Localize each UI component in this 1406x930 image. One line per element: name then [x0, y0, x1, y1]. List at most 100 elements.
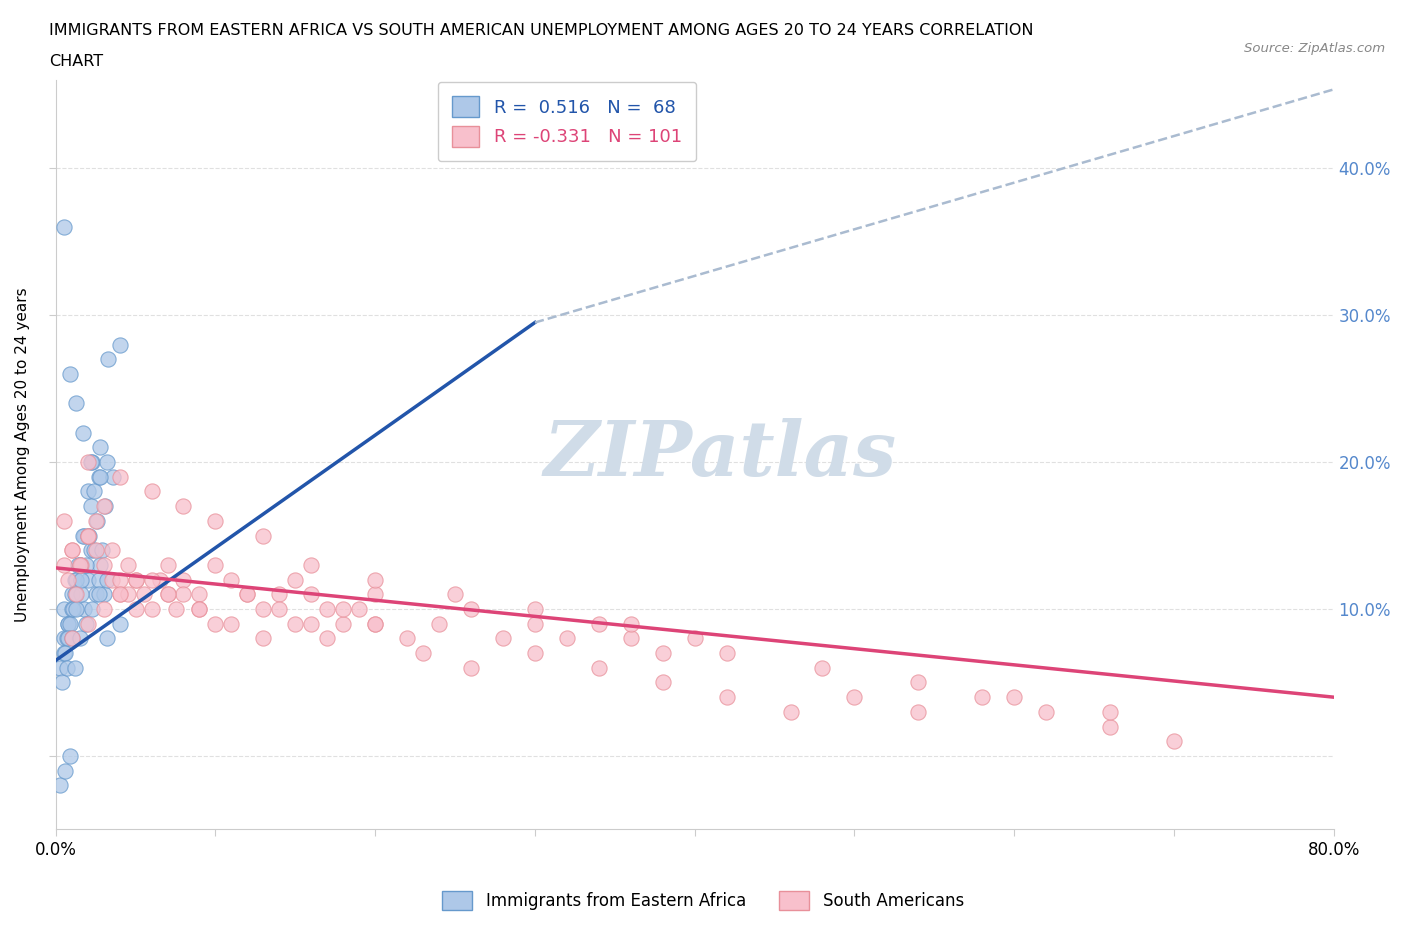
Point — [60, 631, 83, 645]
Point — [58, 617, 80, 631]
Point — [80, 543, 103, 558]
Point — [108, 337, 131, 352]
Point — [269, 587, 291, 602]
Point — [52, 557, 75, 572]
Point — [108, 572, 131, 587]
Point — [284, 617, 307, 631]
Point — [69, 557, 91, 572]
Point — [73, 602, 96, 617]
Point — [103, 470, 125, 485]
Point — [173, 498, 195, 513]
Point — [89, 557, 111, 572]
Point — [460, 602, 482, 617]
Point — [124, 572, 146, 587]
Point — [59, 366, 82, 381]
Point — [620, 631, 643, 645]
Point — [124, 602, 146, 617]
Point — [316, 631, 339, 645]
Point — [683, 631, 706, 645]
Point — [84, 513, 107, 528]
Point — [427, 617, 450, 631]
Point — [52, 219, 75, 234]
Point — [188, 602, 211, 617]
Point — [60, 602, 83, 617]
Point — [811, 660, 834, 675]
Point — [77, 528, 100, 543]
Point — [299, 617, 322, 631]
Point — [588, 660, 610, 675]
Point — [252, 528, 274, 543]
Text: IMMIGRANTS FROM EASTERN AFRICA VS SOUTH AMERICAN UNEMPLOYMENT AMONG AGES 20 TO 2: IMMIGRANTS FROM EASTERN AFRICA VS SOUTH … — [49, 23, 1033, 38]
Point — [1035, 704, 1057, 719]
Point — [72, 425, 94, 440]
Point — [75, 617, 97, 631]
Point — [1163, 734, 1185, 749]
Point — [89, 470, 111, 485]
Point — [460, 660, 482, 675]
Point — [716, 690, 738, 705]
Text: Source: ZipAtlas.com: Source: ZipAtlas.com — [1244, 42, 1385, 55]
Point — [108, 587, 131, 602]
Point — [86, 513, 108, 528]
Point — [269, 602, 291, 617]
Point — [93, 587, 115, 602]
Point — [299, 587, 322, 602]
Point — [76, 455, 98, 470]
Point — [523, 602, 546, 617]
Point — [188, 587, 211, 602]
Point — [108, 470, 131, 485]
Point — [117, 557, 139, 572]
Legend: Immigrants from Eastern Africa, South Americans: Immigrants from Eastern Africa, South Am… — [436, 884, 970, 917]
Point — [97, 352, 120, 366]
Point — [73, 528, 96, 543]
Point — [84, 587, 107, 602]
Point — [844, 690, 866, 705]
Point — [523, 645, 546, 660]
Point — [56, 631, 79, 645]
Point — [173, 587, 195, 602]
Point — [148, 572, 170, 587]
Point — [236, 587, 259, 602]
Point — [364, 572, 387, 587]
Point — [49, 660, 72, 675]
Point — [82, 455, 104, 470]
Point — [65, 572, 87, 587]
Point — [70, 557, 93, 572]
Point — [204, 513, 226, 528]
Point — [96, 455, 118, 470]
Point — [93, 498, 115, 513]
Point — [100, 543, 122, 558]
Point — [444, 587, 467, 602]
Point — [83, 543, 105, 558]
Point — [299, 557, 322, 572]
Point — [63, 587, 86, 602]
Point — [63, 572, 86, 587]
Point — [60, 587, 83, 602]
Point — [492, 631, 515, 645]
Point — [76, 528, 98, 543]
Point — [364, 617, 387, 631]
Point — [141, 484, 163, 498]
Point — [1098, 719, 1121, 734]
Point — [907, 704, 929, 719]
Point — [49, 777, 72, 792]
Point — [412, 645, 434, 660]
Point — [69, 557, 91, 572]
Point — [93, 602, 115, 617]
Point — [89, 440, 111, 455]
Point — [51, 675, 73, 690]
Point — [523, 617, 546, 631]
Point — [84, 543, 107, 558]
Point — [53, 645, 76, 660]
Text: ZIPatlas: ZIPatlas — [544, 418, 897, 492]
Point — [70, 587, 93, 602]
Point — [972, 690, 994, 705]
Point — [173, 572, 195, 587]
Point — [156, 557, 179, 572]
Point — [80, 455, 103, 470]
Point — [65, 396, 87, 411]
Point — [364, 617, 387, 631]
Point — [204, 557, 226, 572]
Point — [60, 543, 83, 558]
Point — [60, 543, 83, 558]
